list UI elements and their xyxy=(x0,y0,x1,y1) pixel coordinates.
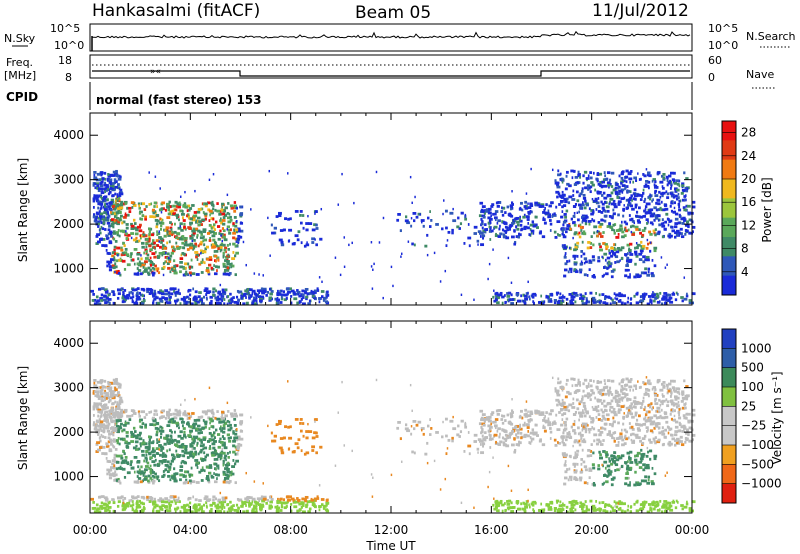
power-colorbar-tick: 12 xyxy=(741,218,756,232)
freq-unit-label: [MHz] xyxy=(4,69,36,82)
freq-label: Freq. xyxy=(6,56,33,69)
range-tick-label: 4000 xyxy=(53,336,84,350)
cpid-label: CPID xyxy=(6,90,38,104)
freq-trace xyxy=(92,70,690,77)
power-colorbar-tick: 20 xyxy=(741,172,756,186)
power-colorbar-tick: 28 xyxy=(741,126,756,140)
power-ylabel: Slant Range [km] xyxy=(16,158,30,262)
range-tick-label: 1000 xyxy=(53,262,84,276)
velocity-colorbar-tick: −100 xyxy=(741,438,774,452)
time-axis-labels: 00:00 04:00 08:00 12:00 16:00 20:00 00:00 xyxy=(73,523,710,537)
cpid-text: normal (fast stereo) 153 xyxy=(96,93,262,107)
velocity-colorbar-tick: 500 xyxy=(741,361,764,375)
noise-tick-top-left: 10^5 xyxy=(50,22,80,35)
range-tick-label: 2000 xyxy=(53,217,84,231)
power-panel: 1000 2000 3000 4000 Slant Range [km] 4 8 12 16… xyxy=(16,112,774,306)
beam-title: Beam 05 xyxy=(355,3,431,23)
power-scatter-cells xyxy=(90,167,696,306)
freq-tick-top: 18 xyxy=(58,54,72,67)
power-colorbar-tick: 24 xyxy=(741,149,756,163)
nsky-label: N.Sky xyxy=(4,32,36,45)
range-tick-label: 2000 xyxy=(53,425,84,439)
freq-tick-bottom: 8 xyxy=(65,71,72,84)
velocity-colorbar-tick: −500 xyxy=(741,457,774,471)
cpid-panel: CPID normal (fast stereo) 153 xyxy=(6,82,693,110)
time-tick-label: 20:00 xyxy=(574,523,609,537)
velocity-panel: 1000 2000 3000 4000 Slant Range [km] 1000 50… xyxy=(16,320,784,514)
power-colorbar-tick: 8 xyxy=(741,242,749,256)
range-tick-label: 1000 xyxy=(53,470,84,484)
freq-panel: Freq. [MHz] 18 8 60 0 Nave »« xyxy=(4,54,776,89)
time-tick-label: 08:00 xyxy=(273,523,308,537)
nave-label: Nave xyxy=(746,68,774,81)
nave-tick-bottom: 0 xyxy=(708,71,715,84)
noise-tick-bottom-left: 10^0 xyxy=(54,39,84,52)
date-title: 11/Jul/2012 xyxy=(592,1,689,21)
power-colorbar: 4 8 12 16 20 24 28 xyxy=(721,120,756,296)
power-colorbar-label: Power [dB] xyxy=(760,177,774,242)
noise-tick-bottom-right: 10^0 xyxy=(708,39,738,52)
velocity-colorbar-tick: 100 xyxy=(741,380,764,394)
station-title: Hankasalmi (fitACF) xyxy=(92,1,260,21)
velocity-colorbar-tick: −25 xyxy=(741,419,766,433)
velocity-colorbar-tick: −1000 xyxy=(741,477,782,491)
range-tick-label: 4000 xyxy=(53,128,84,142)
range-tick-label: 3000 xyxy=(53,381,84,395)
velocity-colorbar-tick: 25 xyxy=(741,399,756,413)
velocity-ylabel: Slant Range [km] xyxy=(16,366,30,470)
velocity-scatter-cells xyxy=(90,376,696,514)
noise-trace xyxy=(91,30,691,39)
nsearch-label: N.Search xyxy=(746,30,796,43)
time-axis-title: Time UT xyxy=(365,539,416,553)
range-tick-label: 3000 xyxy=(53,173,84,187)
noise-panel: N.Sky 10^5 10^0 10^5 10^0 N.Search xyxy=(4,22,796,52)
nave-tick-top: 60 xyxy=(708,54,722,67)
time-tick-label: 04:00 xyxy=(173,523,208,537)
power-axes: 1000 2000 3000 4000 xyxy=(53,113,693,305)
time-tick-label: 00:00 xyxy=(73,523,108,537)
power-colorbar-tick: 4 xyxy=(741,265,749,279)
noise-tick-top-right: 10^5 xyxy=(708,22,738,35)
velocity-colorbar-tick: 1000 xyxy=(741,341,772,355)
power-colorbar-tick: 16 xyxy=(741,195,756,209)
freq-glitch-mark: »« xyxy=(150,67,161,77)
velocity-colorbar-label: Velocity [m s⁻¹] xyxy=(770,371,784,464)
time-tick-label: 16:00 xyxy=(474,523,509,537)
velocity-colorbar: 1000 500 100 25 −25 −100 −500 −1000 xyxy=(721,328,782,504)
time-tick-label: 12:00 xyxy=(374,523,409,537)
velocity-axes: 1000 2000 3000 4000 xyxy=(53,321,693,513)
time-tick-label: 00:00 xyxy=(675,523,710,537)
